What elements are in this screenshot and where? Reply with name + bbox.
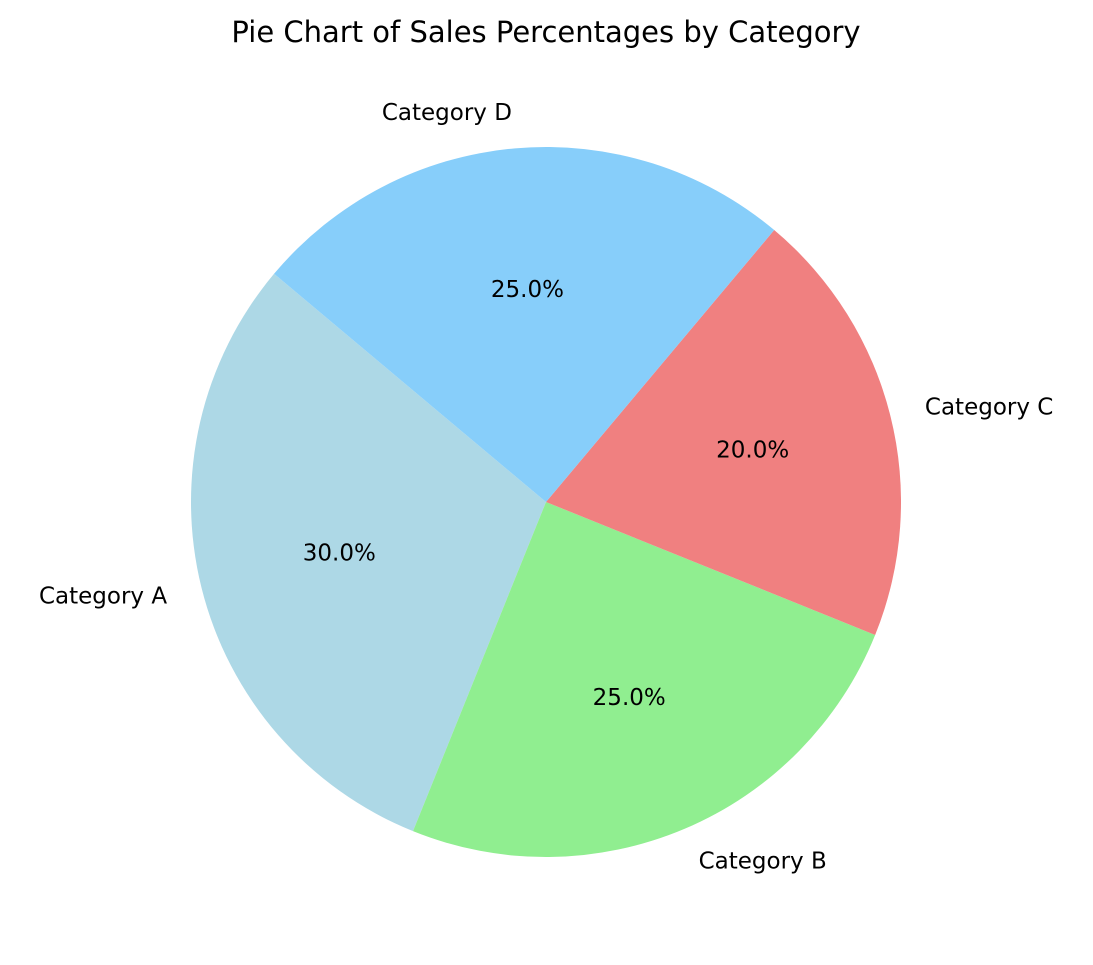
pie-slice-category-c	[546, 230, 901, 635]
chart-title: Pie Chart of Sales Percentages by Catego…	[231, 15, 860, 49]
pie-slices	[190, 146, 901, 857]
slice-category-label: Category A	[39, 583, 167, 609]
pie-labels: 30.0% Category A 25.0% Category B 20.0% Categ…	[39, 100, 1053, 874]
pie-slice-category-a	[190, 273, 546, 832]
pie-slice-category-d	[274, 146, 775, 502]
slice-percent-label: 30.0%	[303, 541, 376, 567]
pie-slice-category-b	[413, 502, 876, 857]
slice-percent-label: 20.0%	[716, 437, 789, 463]
slice-category-label: Category D	[382, 100, 512, 126]
slice-percent-label: 25.0%	[593, 685, 666, 711]
slice-percent-label: 25.0%	[491, 277, 564, 303]
slice-category-label: Category B	[699, 848, 827, 874]
slice-category-label: Category C	[925, 395, 1053, 421]
